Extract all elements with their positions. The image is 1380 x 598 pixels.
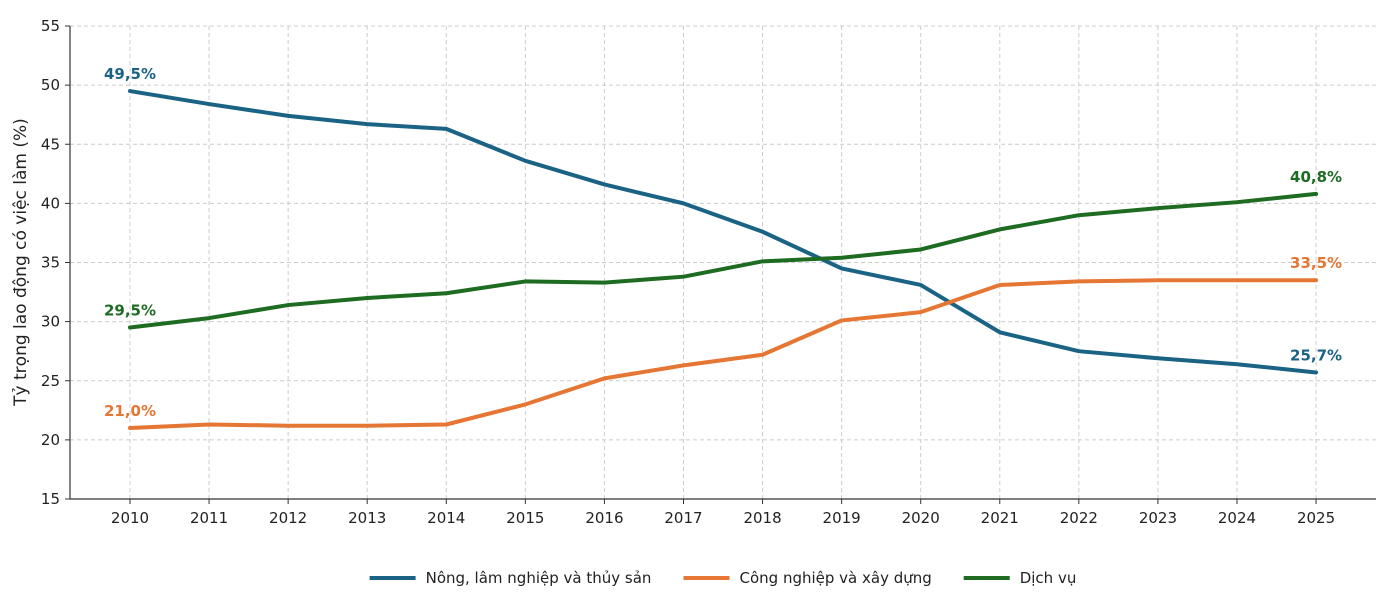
series-line-1 [128, 278, 1319, 431]
x-tick-label: 2016 [585, 509, 623, 527]
x-tick-label: 2021 [981, 509, 1019, 527]
series-line-2 [128, 191, 1319, 330]
x-tick-label: 2011 [190, 509, 228, 527]
data-label-start: 29,5% [104, 302, 156, 320]
x-tick-label: 2017 [664, 509, 702, 527]
y-tick-label: 20 [41, 431, 60, 449]
legend-label: Công nghiệp và xây dựng [740, 569, 932, 587]
y-tick-label: 15 [41, 490, 60, 508]
y-tick-label: 25 [41, 372, 60, 390]
data-label-start: 21,0% [104, 402, 156, 420]
data-labels: 49,5% 25,7% 21,0% 33,5% 29,5% 40,8% [104, 65, 1342, 420]
x-tick-label: 2024 [1218, 509, 1256, 527]
x-tick-label: 2014 [427, 509, 465, 527]
series-line-0 [128, 89, 1319, 375]
y-tick-label: 35 [41, 254, 60, 272]
x-tick-label: 2023 [1139, 509, 1177, 527]
x-tick-label: 2013 [348, 509, 386, 527]
legend-item: Dịch vụ [963, 569, 1077, 587]
y-tick-label: 40 [41, 194, 60, 212]
legend-item: Công nghiệp và xây dựng [683, 569, 932, 587]
x-tick-label: 2012 [269, 509, 307, 527]
data-label-end: 25,7% [1290, 346, 1342, 364]
grid-lines [70, 25, 1376, 500]
y-tick-label: 50 [41, 76, 60, 94]
x-tick-label: 2010 [111, 509, 149, 527]
x-tick-label: 2022 [1060, 509, 1098, 527]
x-tick-label: 2018 [743, 509, 781, 527]
data-label-start: 49,5% [104, 65, 156, 83]
data-label-end: 40,8% [1290, 168, 1342, 186]
y-tick-label: 55 [41, 17, 60, 35]
x-tick-label: 2015 [506, 509, 544, 527]
data-label-end: 33,5% [1290, 254, 1342, 272]
y-tick-label: 30 [41, 313, 60, 331]
legend-label: Dịch vụ [1020, 569, 1077, 587]
legend-label: Nông, lâm nghiệp và thủy sản [426, 569, 652, 587]
series-lines [128, 89, 1319, 431]
legend: Nông, lâm nghiệp và thủy sản Công nghiệp … [369, 569, 1077, 587]
x-tick-label: 2025 [1297, 509, 1335, 527]
axes [65, 25, 1376, 504]
legend-item: Nông, lâm nghiệp và thủy sản [369, 569, 652, 587]
x-tick-label: 2020 [902, 509, 940, 527]
y-tick-label: 45 [41, 135, 60, 153]
y-axis-label: Tỷ trọng lao động có việc làm (%) [11, 118, 31, 407]
x-tick-label: 2019 [823, 509, 861, 527]
